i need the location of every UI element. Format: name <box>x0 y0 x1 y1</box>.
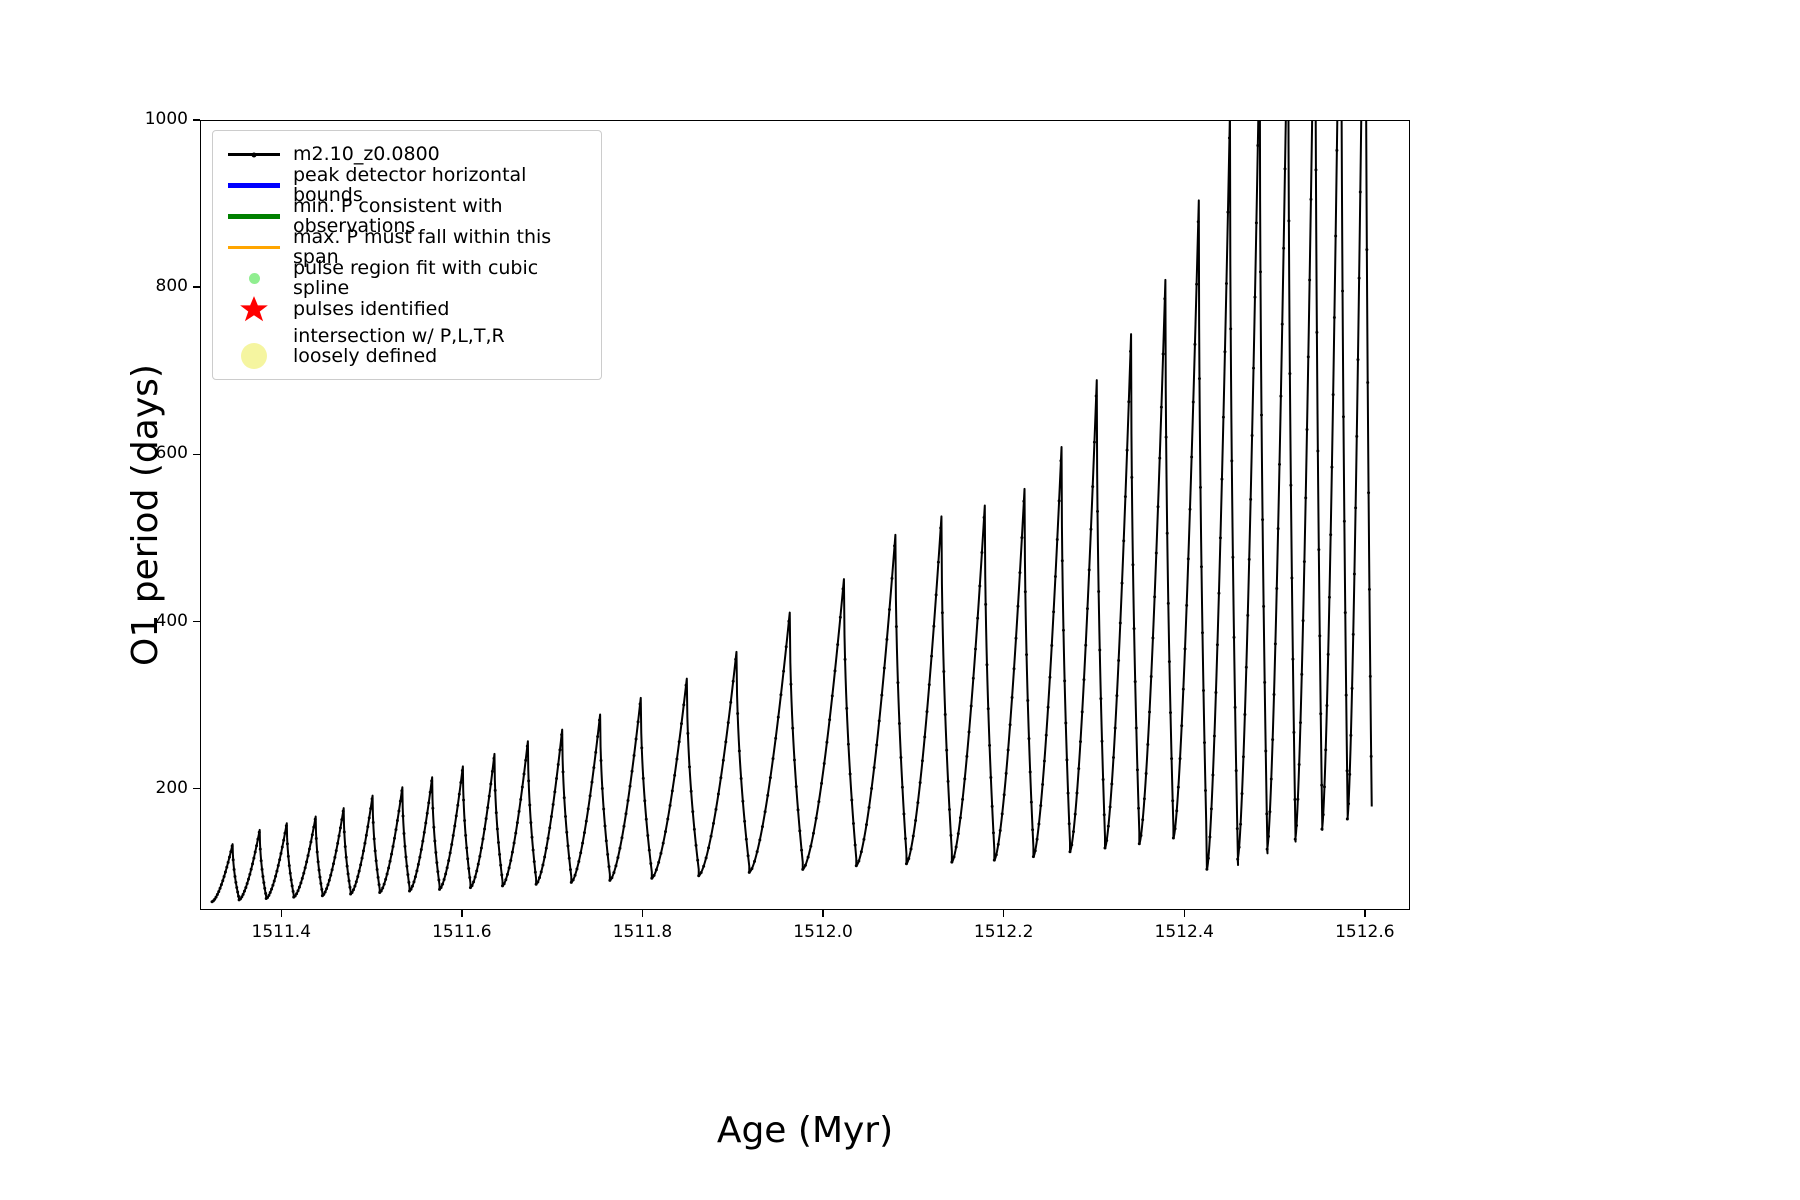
y-tick-label: 200 <box>155 777 188 798</box>
y-tick-label: 400 <box>155 610 188 631</box>
x-tick-label: 1512.6 <box>1335 922 1395 942</box>
x-tick-label: 1512.2 <box>973 922 1034 942</box>
y-tick-label: 600 <box>155 443 188 464</box>
x-tick-mark <box>822 910 824 917</box>
x-tick-mark <box>280 910 282 917</box>
yellow-dot-icon <box>223 327 285 369</box>
legend-label-intersection-2: loosely defined <box>293 344 438 367</box>
legend-item-spline: pulse region fit with cubic spline <box>223 258 591 297</box>
green-line-icon <box>223 204 285 230</box>
x-tick-label: 1511.8 <box>612 922 673 942</box>
legend-item-pulses: pulses identified <box>223 294 591 325</box>
legend-label-model: m2.10_z0.0800 <box>293 142 440 165</box>
line-marker-icon <box>223 142 285 168</box>
y-tick-label: 1000 <box>144 109 188 129</box>
x-tick-label: 1511.4 <box>251 922 312 942</box>
red-star-icon <box>223 295 285 323</box>
x-tick-mark <box>461 910 463 917</box>
x-axis-label: Age (Myr) <box>716 1110 894 1151</box>
legend-label-intersection: intersection w/ P,L,T,R <box>293 325 505 347</box>
x-tick-mark <box>1183 910 1185 917</box>
chart-svg <box>210 121 1373 904</box>
y-tick-label: 800 <box>155 276 188 297</box>
x-tick-mark <box>1364 910 1366 917</box>
y-tick-mark <box>193 119 200 121</box>
x-tick-label: 1512.0 <box>793 922 853 942</box>
legend-item-intersection: intersection w/ P,L,T,R loosely defined <box>223 325 591 369</box>
x-tick-label: 1511.6 <box>432 922 492 942</box>
orange-line-icon <box>223 235 285 261</box>
x-tick-mark <box>1002 910 1005 917</box>
legend-label-pulses: pulses identified <box>293 297 450 320</box>
legend-label-peak-bounds: peak detector horizontal bounds <box>293 163 527 206</box>
blue-line-icon <box>223 173 285 199</box>
o1-period-curve <box>210 121 1373 904</box>
green-dot-icon <box>223 266 285 292</box>
legend-label-max-period: max. P must fall within this span <box>293 225 552 268</box>
x-tick-mark <box>641 910 644 917</box>
legend-item-max-period: max. P must fall within this span <box>223 227 591 266</box>
y-tick-mark <box>193 788 200 790</box>
legend-label-spline: pulse region fit with cubic spline <box>293 256 539 299</box>
legend-label-min-period: min. P consistent with observations <box>293 194 503 237</box>
legend-item-model: m2.10_z0.0800 <box>223 139 591 170</box>
y-tick-mark <box>193 620 200 623</box>
x-tick-label: 1512.4 <box>1154 922 1214 942</box>
legend-item-min-period: min. P consistent with observations <box>223 196 591 235</box>
y-tick-mark <box>193 453 200 456</box>
legend-box: m2.10_z0.0800 peak detector horizontal b… <box>212 130 602 380</box>
y-tick-mark <box>193 286 200 288</box>
legend-item-peak-bounds: peak detector horizontal bounds <box>223 165 591 204</box>
